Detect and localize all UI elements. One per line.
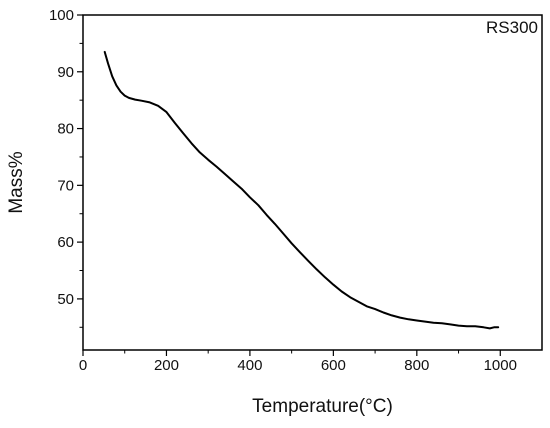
x-tick-label: 600 — [321, 357, 346, 374]
plot-area: 0 200 400 600 800 1000 50 60 70 80 90 100 RS300 — [49, 7, 543, 374]
y-tick-label: 60 — [57, 234, 74, 251]
y-tick-label: 100 — [49, 7, 74, 24]
y-tick-label: 50 — [57, 291, 74, 308]
x-tick-label: 1000 — [484, 357, 517, 374]
y-tick-label: 80 — [57, 121, 74, 138]
series-line — [103, 50, 500, 330]
x-tick-label: 200 — [154, 357, 179, 374]
x-tick-label: 400 — [237, 357, 262, 374]
y-tick-label: 70 — [57, 177, 74, 194]
y-tick-label: 90 — [57, 64, 74, 81]
x-axis-title: Temperature(°C) — [252, 396, 393, 417]
plot-frame — [82, 14, 543, 351]
y-axis-title: Mass% — [6, 151, 27, 213]
x-tick-label: 0 — [79, 357, 87, 374]
x-tick-label: 800 — [404, 357, 429, 374]
legend-label: RS300 — [486, 18, 538, 37]
